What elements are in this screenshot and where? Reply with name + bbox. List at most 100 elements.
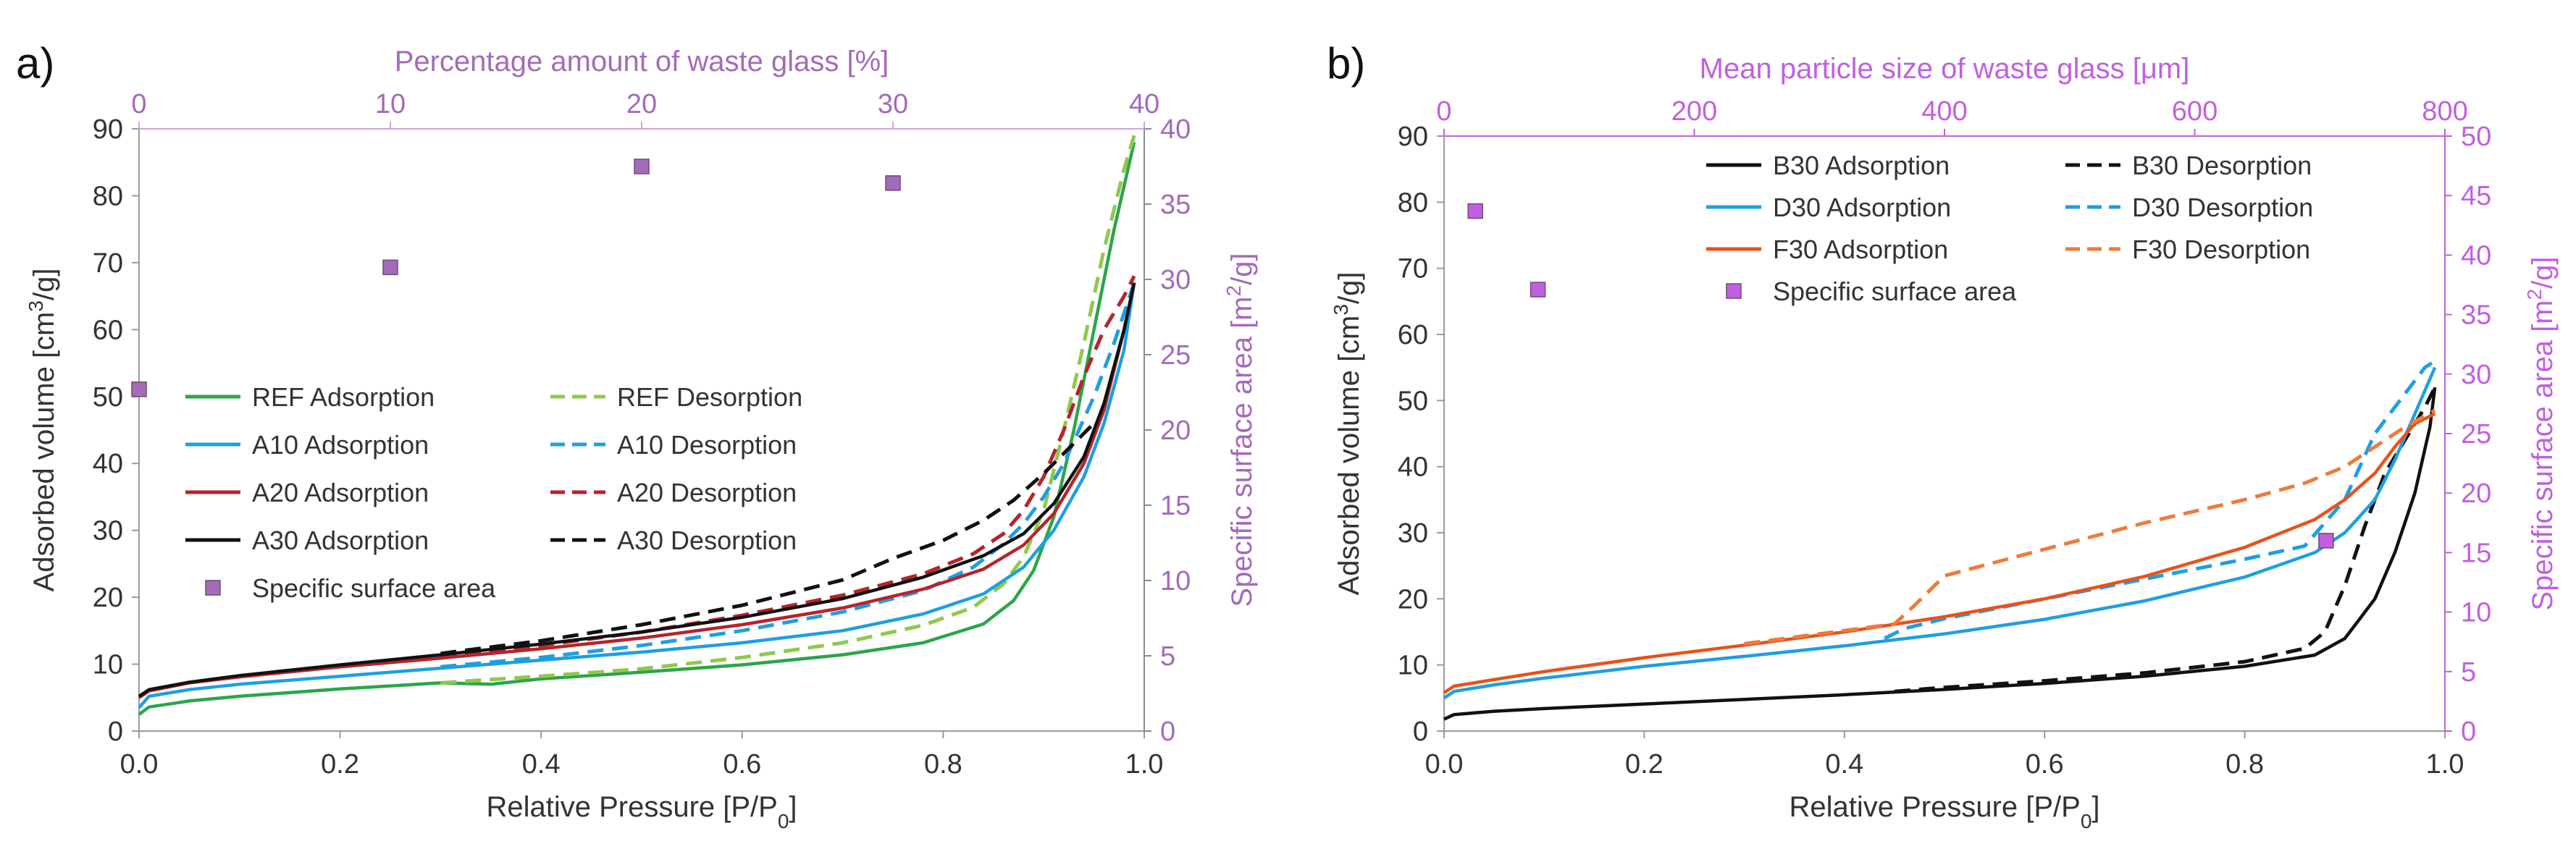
y-tick-label: 80	[1398, 187, 1428, 218]
legend-label-ref-desorption: REF Desorption	[617, 382, 802, 412]
x-tick-label: 0.8	[924, 749, 962, 780]
x-tick-label: 0.4	[1825, 749, 1863, 780]
x-axis-label: Relative Pressure [P/P0]	[1789, 791, 2099, 832]
y2-axis-label: Specific surface area [m2/g]	[2523, 256, 2559, 610]
y2-tick-label: 10	[1160, 566, 1191, 596]
panel-label: a)	[16, 39, 54, 88]
y-tick-label: 60	[93, 315, 123, 345]
legend-label-a20-adsorption: A20 Adsorption	[252, 478, 429, 507]
y2-tick-label: 45	[2461, 181, 2491, 211]
x-tick-label: 0.8	[2225, 749, 2264, 780]
y2-tick-label: 0	[1160, 717, 1175, 747]
legend-label-specific-surface-area: Specific surface area	[1773, 277, 2017, 306]
scatter-point-specific-surface-area	[382, 259, 398, 276]
x2-tick-label: 10	[375, 89, 406, 119]
series-line-a10-adsorption	[138, 282, 1136, 709]
y-tick-label: 50	[93, 382, 123, 413]
legend-label-a30-adsorption: A30 Adsorption	[252, 526, 429, 555]
x2-tick-label: 0	[1436, 96, 1451, 127]
x2-tick-label: 200	[1671, 96, 1717, 127]
series-line-ref-adsorption	[138, 141, 1136, 716]
y-axis-label: Adsorbed volume [cm3/g]	[25, 269, 61, 592]
y2-tick-label: 35	[2461, 300, 2491, 331]
y-tick-label: 70	[93, 248, 123, 279]
y2-tick-label: 10	[2461, 598, 2491, 628]
scatter-point-specific-surface-area	[1530, 282, 1546, 297]
series-line-ref-desorption	[440, 135, 1136, 685]
legend-label-b30-adsorption: B30 Adsorption	[1773, 151, 1950, 180]
x-tick-label: 0.2	[321, 749, 359, 780]
y2-tick-label: 0	[2461, 717, 2476, 747]
y2-tick-label: 30	[1160, 265, 1191, 295]
series-line-d30-desorption	[1883, 359, 2436, 641]
y-tick-label: 20	[1398, 584, 1428, 615]
y-tick-label: 50	[1398, 386, 1428, 416]
x2-tick-label: 30	[878, 89, 908, 119]
legend: B30 Adsorption D30 Adsorption F30 Adsorpti…	[1706, 151, 2313, 306]
legend-label-d30-adsorption: D30 Adsorption	[1773, 193, 1951, 222]
scatter-point-specific-surface-area	[131, 381, 147, 397]
legend-label-b30-desorption: B30 Desorption	[2132, 151, 2312, 180]
legend-label-f30-desorption: F30 Desorption	[2132, 235, 2310, 264]
scatter-point-specific-surface-area	[885, 175, 901, 191]
series-line-b30-adsorption	[1443, 387, 2437, 721]
x2-tick-label: 20	[626, 89, 657, 119]
x-tick-label: 0.0	[1425, 749, 1464, 780]
y-tick-label: 90	[93, 114, 123, 145]
x2-tick-label: 600	[2172, 96, 2218, 127]
x-tick-label: 0.4	[522, 749, 561, 780]
x2-tick-label: 0	[131, 89, 146, 119]
panel-a: a)0.0 0.2 0.4 0.6 0.8 1.001020304050607080900…	[16, 39, 1258, 832]
y2-tick-label: 25	[2461, 419, 2491, 450]
y2-tick-label: 35	[1160, 190, 1191, 220]
x-tick-label: 0.0	[120, 749, 159, 780]
x-tick-label: 1.0	[1125, 749, 1164, 780]
y-tick-label: 10	[93, 650, 123, 680]
legend-label-d30-desorption: D30 Desorption	[2132, 193, 2313, 222]
series-line-d30-adsorption	[1443, 366, 2437, 700]
y2-tick-label: 15	[1160, 491, 1191, 521]
y-axis-label: Adsorbed volume [cm3/g]	[1330, 272, 1366, 596]
y-tick-label: 20	[93, 583, 123, 613]
y-tick-label: 30	[93, 516, 123, 547]
series-line-f30-desorption	[1744, 408, 2436, 646]
x-tick-label: 0.6	[723, 749, 761, 780]
y-tick-label: 40	[1398, 452, 1428, 483]
y2-tick-label: 20	[2461, 478, 2491, 509]
x2-axis-label: Mean particle size of waste glass [μm]	[1700, 53, 2190, 85]
panel-b: b)0.0 0.2 0.4 0.6 0.8 1.001020304050607080900…	[1327, 39, 2559, 832]
y2-axis-label: Specific surface area [m2/g]	[1222, 253, 1259, 607]
x-tick-label: 0.2	[1625, 749, 1664, 780]
legend-label-f30-adsorption: F30 Adsorption	[1773, 235, 1948, 264]
y2-tick-label: 40	[2461, 240, 2491, 271]
x-tick-label: 0.6	[2026, 749, 2064, 780]
y-tick-label: 80	[93, 181, 123, 211]
legend-label-specific-surface-area: Specific surface area	[252, 573, 496, 603]
legend-label-a10-desorption: A10 Desorption	[617, 430, 797, 460]
y2-tick-label: 50	[2461, 122, 2491, 152]
y-tick-label: 0	[1413, 717, 1428, 747]
legend-label-ref-adsorption: REF Adsorption	[252, 382, 435, 412]
legend-label-a20-desorption: A20 Desorption	[617, 478, 797, 507]
x2-tick-label: 800	[2422, 96, 2467, 127]
x2-axis-label: Percentage amount of waste glass [%]	[395, 46, 889, 77]
y-tick-label: 60	[1398, 320, 1428, 350]
scatter-point-specific-surface-area	[634, 159, 650, 174]
series-line-a30-adsorption	[138, 282, 1136, 698]
y-tick-label: 90	[1398, 122, 1428, 152]
y-tick-label: 0	[108, 717, 123, 747]
legend-label-a10-adsorption: A10 Adsorption	[252, 430, 429, 460]
legend-marker-specific-surface-area	[205, 580, 221, 596]
x-tick-label: 1.0	[2426, 749, 2464, 780]
legend: REF Adsorption A10 Adsorption A20 Adsorpti…	[185, 382, 802, 603]
series-line-a20-desorption	[440, 275, 1136, 659]
y2-tick-label: 15	[2461, 538, 2491, 568]
x2-tick-label: 400	[1921, 96, 1967, 127]
y2-tick-label: 30	[2461, 360, 2491, 390]
panel-label: b)	[1327, 39, 1365, 88]
scatter-point-specific-surface-area	[2318, 533, 2334, 549]
scatter-point-specific-surface-area	[1467, 203, 1483, 219]
y-tick-label: 70	[1398, 254, 1428, 284]
y-tick-label: 10	[1398, 651, 1428, 681]
